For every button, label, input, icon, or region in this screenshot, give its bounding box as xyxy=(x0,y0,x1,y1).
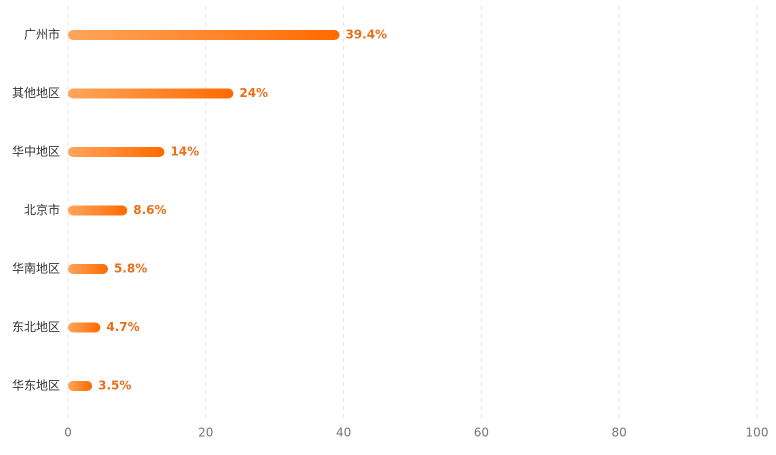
category-label: 其他地区 xyxy=(12,86,60,100)
x-tick-label: 40 xyxy=(336,426,351,440)
bar xyxy=(68,381,93,391)
value-label: 4.7% xyxy=(106,320,139,334)
value-label: 8.6% xyxy=(133,203,166,217)
bar xyxy=(68,147,165,157)
x-tick-label: 100 xyxy=(746,426,769,440)
bar xyxy=(68,264,108,274)
grid-lines xyxy=(67,6,758,418)
labels: 0 20 40 60 80 100 广州市 39.4% 其他地区 24% 华中地区 14% 北京市 8.6… xyxy=(12,27,768,440)
x-tick-label: 60 xyxy=(474,426,489,440)
x-tick-label: 20 xyxy=(198,426,213,440)
bar xyxy=(68,88,234,99)
value-label: 24% xyxy=(239,86,268,100)
x-tick-label: 0 xyxy=(64,426,72,440)
category-label: 广州市 xyxy=(24,27,60,42)
category-label: 北京市 xyxy=(24,202,60,217)
category-label: 华南地区 xyxy=(12,261,60,276)
bar xyxy=(68,30,340,40)
bar xyxy=(68,322,101,333)
value-label: 3.5% xyxy=(98,379,131,393)
category-label: 华中地区 xyxy=(12,144,60,159)
bars xyxy=(68,30,340,391)
category-label: 华东地区 xyxy=(12,379,60,393)
value-label: 5.8% xyxy=(114,262,147,276)
bar xyxy=(68,205,128,216)
value-label: 39.4% xyxy=(345,28,387,42)
value-label: 14% xyxy=(170,145,199,159)
x-tick-label: 80 xyxy=(612,426,627,440)
category-label: 东北地区 xyxy=(12,320,60,334)
